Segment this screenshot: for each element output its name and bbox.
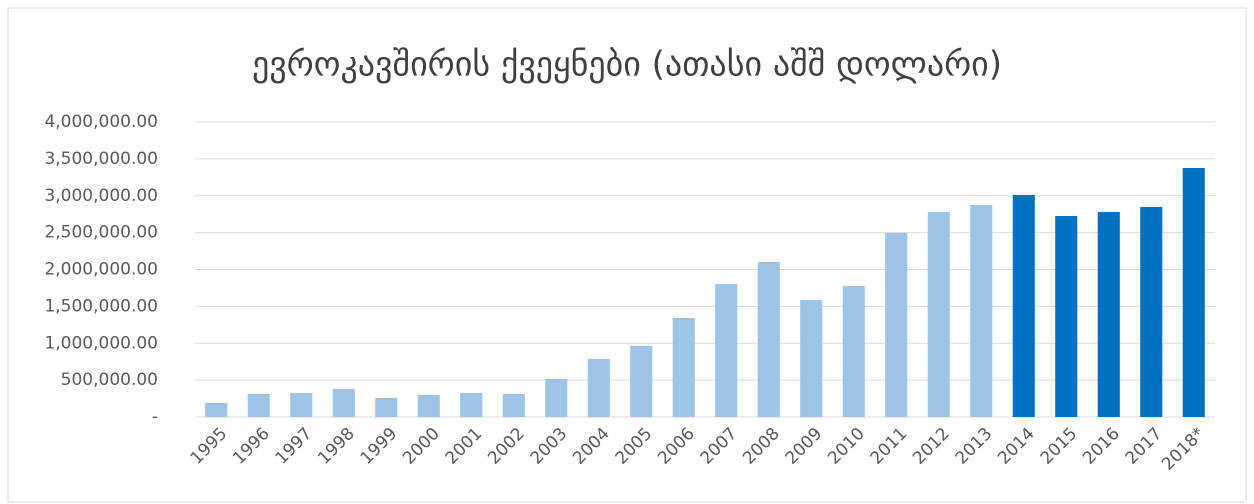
bar	[1012, 195, 1035, 417]
bar	[417, 395, 440, 417]
y-tick-label: 3,000,000.00	[44, 186, 158, 206]
chart-border	[7, 7, 1247, 503]
y-tick-label: -	[152, 407, 158, 427]
bar	[630, 345, 653, 417]
bar	[1055, 216, 1078, 417]
bar	[587, 358, 610, 417]
bar	[757, 261, 780, 417]
bar	[885, 232, 908, 417]
y-tick-label: 2,500,000.00	[44, 223, 158, 243]
bar	[205, 402, 228, 417]
y-tick-label: 1,500,000.00	[44, 296, 158, 316]
y-tick-label: 1,000,000.00	[44, 333, 158, 353]
bar	[927, 211, 950, 417]
bar	[842, 286, 865, 417]
bar	[800, 299, 823, 417]
bar	[502, 393, 525, 417]
bar	[545, 379, 568, 417]
bar	[332, 388, 355, 417]
y-tick-label: 500,000.00	[61, 370, 158, 390]
y-tick-label: 3,500,000.00	[44, 149, 158, 169]
bar	[715, 284, 738, 417]
bar	[460, 393, 483, 417]
chart-title: ევროკავშირის ქვეყნები (ათასი აშშ დოლარი)	[252, 45, 1002, 85]
bar	[375, 397, 398, 417]
bar	[672, 317, 695, 417]
bar	[1182, 168, 1205, 417]
y-tick-label: 2,000,000.00	[44, 260, 158, 280]
bar	[247, 393, 270, 417]
bar	[290, 393, 313, 417]
bar	[1097, 211, 1120, 417]
bar	[1140, 206, 1163, 417]
bar	[970, 204, 993, 417]
y-tick-label: 4,000,000.00	[44, 112, 158, 132]
